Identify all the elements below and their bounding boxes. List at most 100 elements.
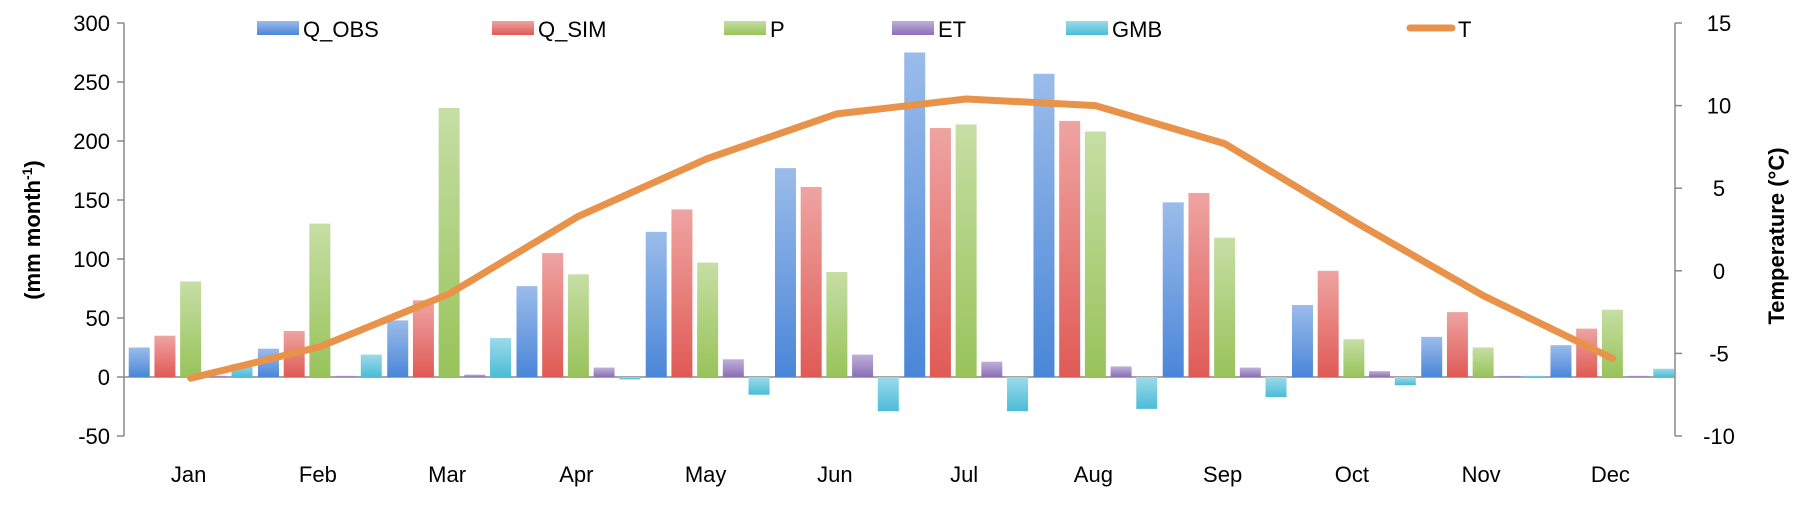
axes (123, 23, 1676, 436)
y-axis-title-main: (mm month (20, 180, 45, 300)
bar-q-sim (929, 128, 951, 377)
left-tick-label: 300 (73, 11, 110, 36)
legend-label-q-obs: Q_OBS (303, 17, 379, 42)
left-tick-label: 200 (73, 129, 110, 154)
right-tick-labels: 15 10 5 0 -5 -10 (1675, 11, 1735, 449)
bar-q-obs (128, 347, 150, 377)
bar-et (981, 361, 1003, 377)
x-tick-label: Mar (428, 462, 466, 487)
y-axis-title: (mm month-1) (19, 160, 45, 300)
bar-et (1239, 367, 1261, 377)
x-tick-label: Jul (950, 462, 978, 487)
bar-gmb (748, 377, 770, 395)
temperature-polyline (187, 95, 1616, 382)
legend-swatch-q-sim (492, 21, 534, 35)
right-tick-label: 0 (1713, 259, 1725, 284)
left-tick-labels: 300 250 200 150 100 50 0 -50 (73, 11, 124, 449)
bar-q-obs (1033, 73, 1055, 378)
bar-q-sim (154, 335, 176, 377)
bar-p (567, 274, 589, 377)
bar-et (1498, 375, 1520, 377)
bar-et (464, 374, 486, 377)
bar-q-sim (1059, 120, 1081, 377)
bar-gmb (619, 377, 641, 380)
x-tick-label: Aug (1074, 462, 1113, 487)
bar-et (1627, 375, 1649, 377)
bar-q-sim (800, 187, 822, 377)
bar-et (205, 375, 227, 377)
bar-q-obs (1421, 336, 1443, 377)
x-tick-label: Dec (1591, 462, 1630, 487)
y-axis-title-sup: -1 (19, 167, 35, 180)
bar-gmb (1007, 377, 1029, 412)
bar-gmb (1136, 377, 1158, 409)
right-tick-label: 15 (1707, 11, 1731, 36)
bar-q-obs (1291, 305, 1313, 377)
x-tick-labels: Jan Feb Mar Apr May Jun Jul Aug Sep Oct Nov Dec (171, 462, 1630, 487)
bar-q-obs (1550, 345, 1572, 377)
left-tick-label: 50 (86, 306, 110, 331)
legend-swatch-et (892, 21, 934, 35)
legend: Q_OBS Q_SIM P ET GMB T (257, 17, 1471, 42)
bar-p (309, 223, 331, 377)
bar-q-sim (542, 253, 564, 377)
bar-q-sim (671, 209, 693, 377)
bar-q-sim (412, 300, 434, 377)
bar-et (722, 359, 744, 377)
right-tick-label: 10 (1707, 94, 1731, 119)
bar-q-obs (387, 320, 409, 377)
bar-p (1343, 339, 1365, 377)
bar-p (826, 271, 848, 377)
right-tick-label: -10 (1703, 424, 1735, 449)
bar-p (1214, 237, 1236, 377)
bar-gmb (877, 377, 899, 412)
bar-p (1084, 131, 1106, 377)
legend-swatch-p (724, 21, 766, 35)
x-tick-label: Apr (559, 462, 593, 487)
bar-p (697, 262, 719, 377)
bar-q-obs (645, 231, 667, 377)
right-tick-label: 5 (1713, 176, 1725, 201)
bar-p (180, 281, 202, 377)
legend-label-q-sim: Q_SIM (538, 17, 606, 42)
bar-p (1601, 309, 1623, 377)
left-tick-label: 100 (73, 247, 110, 272)
bar-p (1472, 347, 1494, 377)
right-tick-label: -5 (1709, 341, 1729, 366)
bar-et (852, 354, 874, 377)
left-tick-label: 150 (73, 188, 110, 213)
bar-et (1369, 371, 1391, 377)
legend-swatch-q-obs (257, 21, 299, 35)
legend-label-gmb: GMB (1112, 17, 1162, 42)
x-tick-label: May (685, 462, 727, 487)
temperature-line (187, 95, 1616, 382)
x-tick-label: Feb (299, 462, 337, 487)
bar-q-obs (774, 168, 796, 377)
bar-q-sim (1317, 270, 1339, 377)
bar-gmb (1265, 377, 1287, 398)
bar-p (955, 124, 977, 377)
legend-label-et: ET (938, 17, 966, 42)
bar-gmb (360, 354, 382, 377)
x-tick-label: Sep (1203, 462, 1242, 487)
bar-q-obs (1162, 202, 1184, 377)
bar-gmb (1653, 368, 1675, 377)
bar-et (335, 375, 357, 377)
legend-label-p: P (770, 17, 785, 42)
bar-et (593, 367, 615, 377)
y-axis-title-end: ) (20, 160, 45, 167)
bar-gmb (490, 338, 512, 377)
x-tick-label: Jan (171, 462, 206, 487)
x-tick-label: Oct (1335, 462, 1369, 487)
legend-swatch-gmb (1066, 21, 1108, 35)
bar-q-obs (904, 52, 926, 377)
bar-q-sim (1446, 312, 1468, 377)
left-tick-label: 0 (98, 365, 110, 390)
bar-p (438, 107, 460, 378)
legend-label-t: T (1458, 17, 1471, 42)
bar-q-sim (1188, 192, 1210, 377)
bar-q-obs (516, 286, 538, 377)
bar-gmb (1394, 377, 1416, 386)
left-tick-label: -50 (78, 424, 110, 449)
